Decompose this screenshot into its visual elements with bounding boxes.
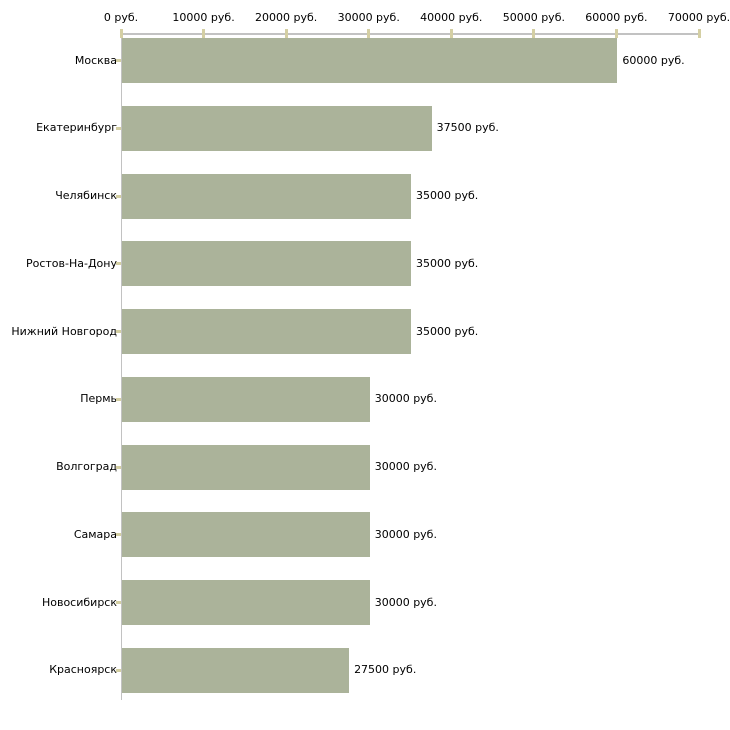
y-tick-mark: [116, 465, 121, 469]
category-label: Нижний Новгород: [11, 324, 117, 338]
bar: [122, 173, 411, 219]
x-tick-label: 60000 руб.: [585, 11, 648, 24]
value-label: 35000 руб.: [416, 324, 479, 338]
category-label: Новосибирск: [41, 595, 117, 609]
bar: [122, 105, 432, 151]
category-label: Волгоград: [56, 460, 117, 473]
value-label: 27500 руб.: [354, 663, 417, 677]
x-axis-line: [121, 33, 699, 35]
category-label: Пермь: [80, 392, 117, 406]
x-tick-label: 20000 руб.: [255, 11, 318, 24]
bar: [122, 580, 370, 625]
category-label: Самара: [73, 527, 117, 541]
value-label: 30000 руб.: [374, 595, 437, 609]
value-label: 30000 руб.: [374, 392, 437, 406]
x-tick-label: 50000 руб.: [502, 11, 565, 24]
x-tick-mark: [614, 29, 618, 38]
x-tick-mark: [284, 29, 288, 38]
bar: [122, 444, 370, 490]
x-tick-label: 0 руб.: [103, 11, 139, 24]
x-tick-label: 10000 руб.: [172, 11, 235, 24]
x-tick-mark: [202, 29, 206, 38]
value-label: 30000 руб.: [374, 460, 437, 473]
bar: [122, 647, 350, 693]
category-label: Москва: [74, 53, 117, 67]
x-tick-mark: [119, 29, 123, 38]
y-tick-mark: [116, 59, 121, 62]
x-tick-mark: [367, 29, 371, 38]
y-tick-mark: [116, 533, 121, 537]
bar: [122, 309, 411, 354]
y-tick-mark: [116, 668, 121, 672]
value-label: 35000 руб.: [416, 189, 479, 202]
x-tick-label: 70000 руб.: [667, 11, 730, 24]
x-tick-mark: [532, 29, 536, 38]
y-tick-mark: [116, 194, 121, 198]
y-tick-mark: [116, 126, 121, 130]
y-tick-mark: [116, 330, 121, 333]
x-tick-label: 30000 руб.: [337, 11, 400, 24]
category-label: Челябинск: [55, 189, 117, 202]
x-tick-mark: [449, 29, 453, 38]
y-tick-mark: [116, 601, 121, 604]
bar: [122, 38, 618, 83]
x-tick-mark: [697, 29, 701, 38]
value-label: 60000 руб.: [622, 53, 685, 67]
category-label: Красноярск: [49, 663, 117, 677]
x-tick-label: 40000 руб.: [420, 11, 483, 24]
category-label: Ростов-На-Дону: [25, 256, 117, 270]
y-tick-mark: [116, 262, 121, 266]
y-tick-mark: [116, 397, 121, 401]
bar: [122, 241, 411, 287]
bar: [122, 512, 370, 558]
bar: [122, 376, 370, 422]
value-label: 35000 руб.: [416, 256, 479, 270]
y-axis-line: [121, 33, 122, 700]
category-label: Екатеринбург: [36, 121, 117, 135]
value-label: 30000 руб.: [374, 527, 437, 541]
value-label: 37500 руб.: [436, 121, 499, 135]
